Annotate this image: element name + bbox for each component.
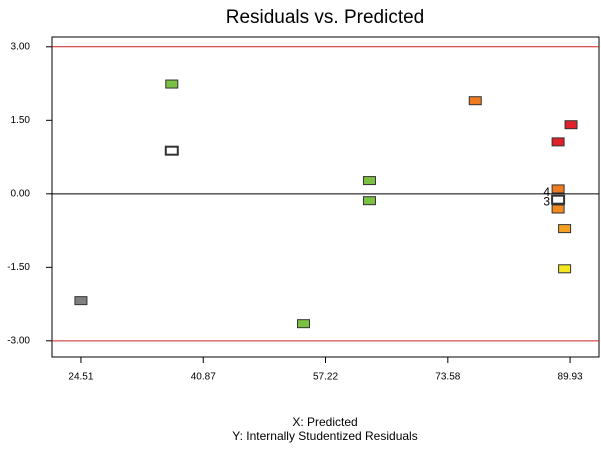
point <box>551 137 565 147</box>
point <box>297 319 311 329</box>
point <box>165 79 179 89</box>
x-tick-label: 24.51 <box>68 372 93 383</box>
point-annotation: 3 <box>543 194 550 208</box>
x-tick-label: 89.93 <box>558 372 583 383</box>
point <box>564 120 578 130</box>
point <box>468 96 482 106</box>
x-axis-label: X: Predicted <box>292 415 357 429</box>
point-annotation: 4 <box>543 185 550 199</box>
point <box>551 204 565 214</box>
y-tick-label: -1.50 <box>7 262 30 273</box>
x-tick-label: 40.87 <box>191 372 216 383</box>
point <box>558 224 572 234</box>
y-tick-label: 0.00 <box>11 188 31 199</box>
y-tick-label: 1.50 <box>11 115 31 126</box>
x-tick-label: 73.58 <box>435 372 460 383</box>
point <box>164 145 179 156</box>
point <box>551 194 566 205</box>
y-tick-label: 3.00 <box>11 41 31 52</box>
point <box>551 184 565 194</box>
point <box>362 176 376 186</box>
x-tick-label: 57.22 <box>313 372 338 383</box>
point <box>74 296 88 306</box>
plot-frame <box>51 36 600 358</box>
chart-title: Residuals vs. Predicted <box>226 7 425 28</box>
point <box>558 264 572 274</box>
y-axis-label: Y: Internally Studentized Residuals <box>232 429 417 443</box>
point <box>362 196 376 206</box>
y-tick-label: -3.00 <box>7 335 30 346</box>
